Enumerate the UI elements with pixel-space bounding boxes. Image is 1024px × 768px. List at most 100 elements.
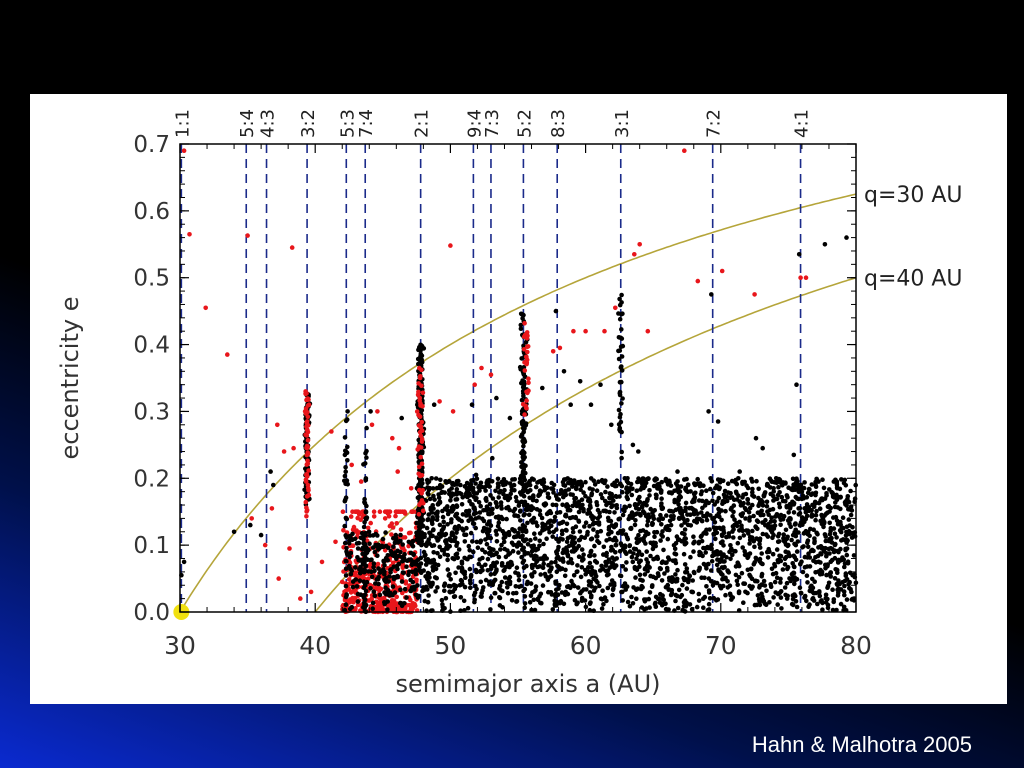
data-point xyxy=(414,409,420,414)
data-point xyxy=(557,510,563,515)
data-point xyxy=(507,415,513,421)
data-point xyxy=(709,559,715,564)
data-point xyxy=(429,476,435,481)
data-point xyxy=(350,531,355,537)
data-point xyxy=(719,565,725,570)
resonance-label: 4:1 xyxy=(792,109,813,138)
data-point xyxy=(542,484,547,490)
data-point xyxy=(433,589,438,594)
data-point xyxy=(608,582,613,587)
data-point xyxy=(502,575,508,580)
data-point xyxy=(588,548,594,554)
citation-caption: Hahn & Malhotra 2005 xyxy=(751,732,972,757)
data-point xyxy=(665,536,671,542)
data-point xyxy=(345,409,350,414)
data-point xyxy=(450,589,456,594)
data-point xyxy=(423,574,428,579)
data-point xyxy=(693,490,698,496)
data-point xyxy=(846,517,852,522)
data-point xyxy=(512,506,518,512)
data-point xyxy=(611,586,616,591)
data-point xyxy=(721,543,726,548)
data-point xyxy=(679,523,684,528)
data-point xyxy=(577,379,583,384)
data-point xyxy=(348,514,354,519)
data-point xyxy=(559,528,565,534)
data-point xyxy=(782,562,788,567)
data-point xyxy=(521,393,526,399)
data-point xyxy=(601,544,607,550)
data-point xyxy=(756,486,761,492)
data-point xyxy=(770,535,775,541)
data-point xyxy=(745,497,750,502)
data-point xyxy=(488,607,493,612)
data-point xyxy=(778,576,783,582)
data-point xyxy=(542,527,547,532)
data-point xyxy=(713,536,718,542)
data-point xyxy=(732,548,737,554)
data-point xyxy=(355,531,361,536)
data-point xyxy=(306,402,312,408)
data-point xyxy=(800,545,805,550)
data-point xyxy=(823,562,828,568)
data-point xyxy=(553,579,559,585)
data-point xyxy=(478,579,484,585)
data-point xyxy=(794,382,799,388)
data-point xyxy=(844,597,850,602)
data-point xyxy=(368,586,373,591)
data-point xyxy=(526,388,531,394)
data-point xyxy=(843,502,848,507)
data-point xyxy=(591,527,596,532)
data-point xyxy=(511,591,516,596)
data-point xyxy=(778,595,784,600)
data-point xyxy=(491,560,496,566)
data-point xyxy=(524,563,529,569)
data-point xyxy=(674,576,680,582)
data-point xyxy=(741,492,746,498)
data-point xyxy=(375,544,380,549)
data-point xyxy=(344,545,349,551)
data-point xyxy=(791,564,797,569)
data-point xyxy=(520,523,526,528)
data-point xyxy=(532,562,538,568)
data-point xyxy=(788,504,793,509)
data-point xyxy=(816,500,822,506)
data-point xyxy=(418,561,424,566)
data-point xyxy=(390,584,396,589)
data-point xyxy=(625,536,631,542)
data-point xyxy=(343,566,349,571)
data-point xyxy=(399,415,405,421)
data-point xyxy=(468,580,473,586)
data-point xyxy=(791,510,797,515)
data-point xyxy=(798,591,804,596)
data-point xyxy=(623,505,629,510)
data-point xyxy=(734,497,740,502)
data-point xyxy=(575,585,581,590)
data-point xyxy=(413,592,419,598)
data-point xyxy=(756,495,761,501)
data-point xyxy=(512,488,517,493)
data-point xyxy=(619,292,624,298)
data-point xyxy=(429,510,435,515)
data-point xyxy=(589,565,594,570)
data-point xyxy=(515,571,521,576)
data-point xyxy=(605,568,611,573)
data-point xyxy=(847,585,852,591)
data-point xyxy=(517,534,523,539)
data-point xyxy=(541,555,546,560)
data-point xyxy=(450,409,456,414)
data-point xyxy=(343,465,348,470)
data-point xyxy=(472,599,477,605)
data-point xyxy=(470,539,475,544)
data-point xyxy=(634,556,639,561)
data-point xyxy=(697,516,703,522)
data-point xyxy=(525,349,530,355)
data-point xyxy=(496,495,502,500)
data-point xyxy=(528,581,534,586)
data-point xyxy=(829,489,834,495)
data-point xyxy=(390,560,396,566)
data-point xyxy=(441,519,447,525)
data-point xyxy=(620,343,626,349)
data-point xyxy=(304,397,309,403)
data-point xyxy=(683,500,689,506)
